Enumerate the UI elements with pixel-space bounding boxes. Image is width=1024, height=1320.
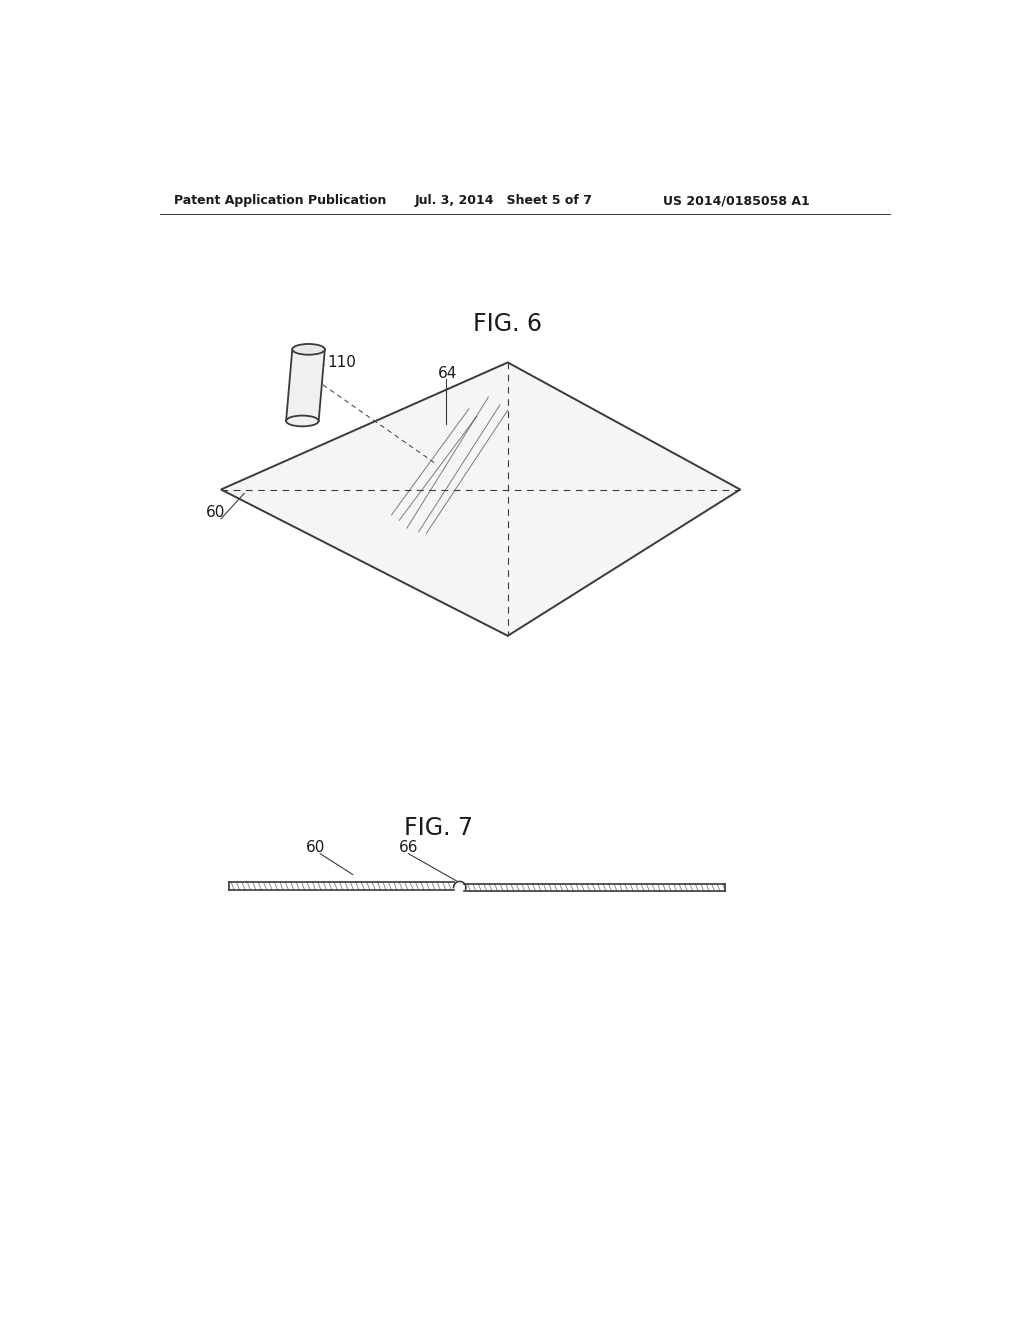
Text: FIG. 6: FIG. 6 — [473, 312, 543, 337]
Text: Jul. 3, 2014   Sheet 5 of 7: Jul. 3, 2014 Sheet 5 of 7 — [415, 194, 593, 207]
Text: 60: 60 — [206, 506, 225, 520]
Ellipse shape — [292, 345, 325, 355]
Text: FIG. 7: FIG. 7 — [403, 816, 472, 841]
Text: 60: 60 — [306, 840, 326, 855]
Text: US 2014/0185058 A1: US 2014/0185058 A1 — [663, 194, 810, 207]
Text: 64: 64 — [438, 367, 458, 381]
Polygon shape — [286, 350, 325, 421]
Text: Patent Application Publication: Patent Application Publication — [174, 194, 387, 207]
Text: 66: 66 — [399, 840, 419, 855]
Text: 110: 110 — [328, 355, 356, 370]
Polygon shape — [221, 363, 740, 636]
Ellipse shape — [286, 416, 318, 426]
